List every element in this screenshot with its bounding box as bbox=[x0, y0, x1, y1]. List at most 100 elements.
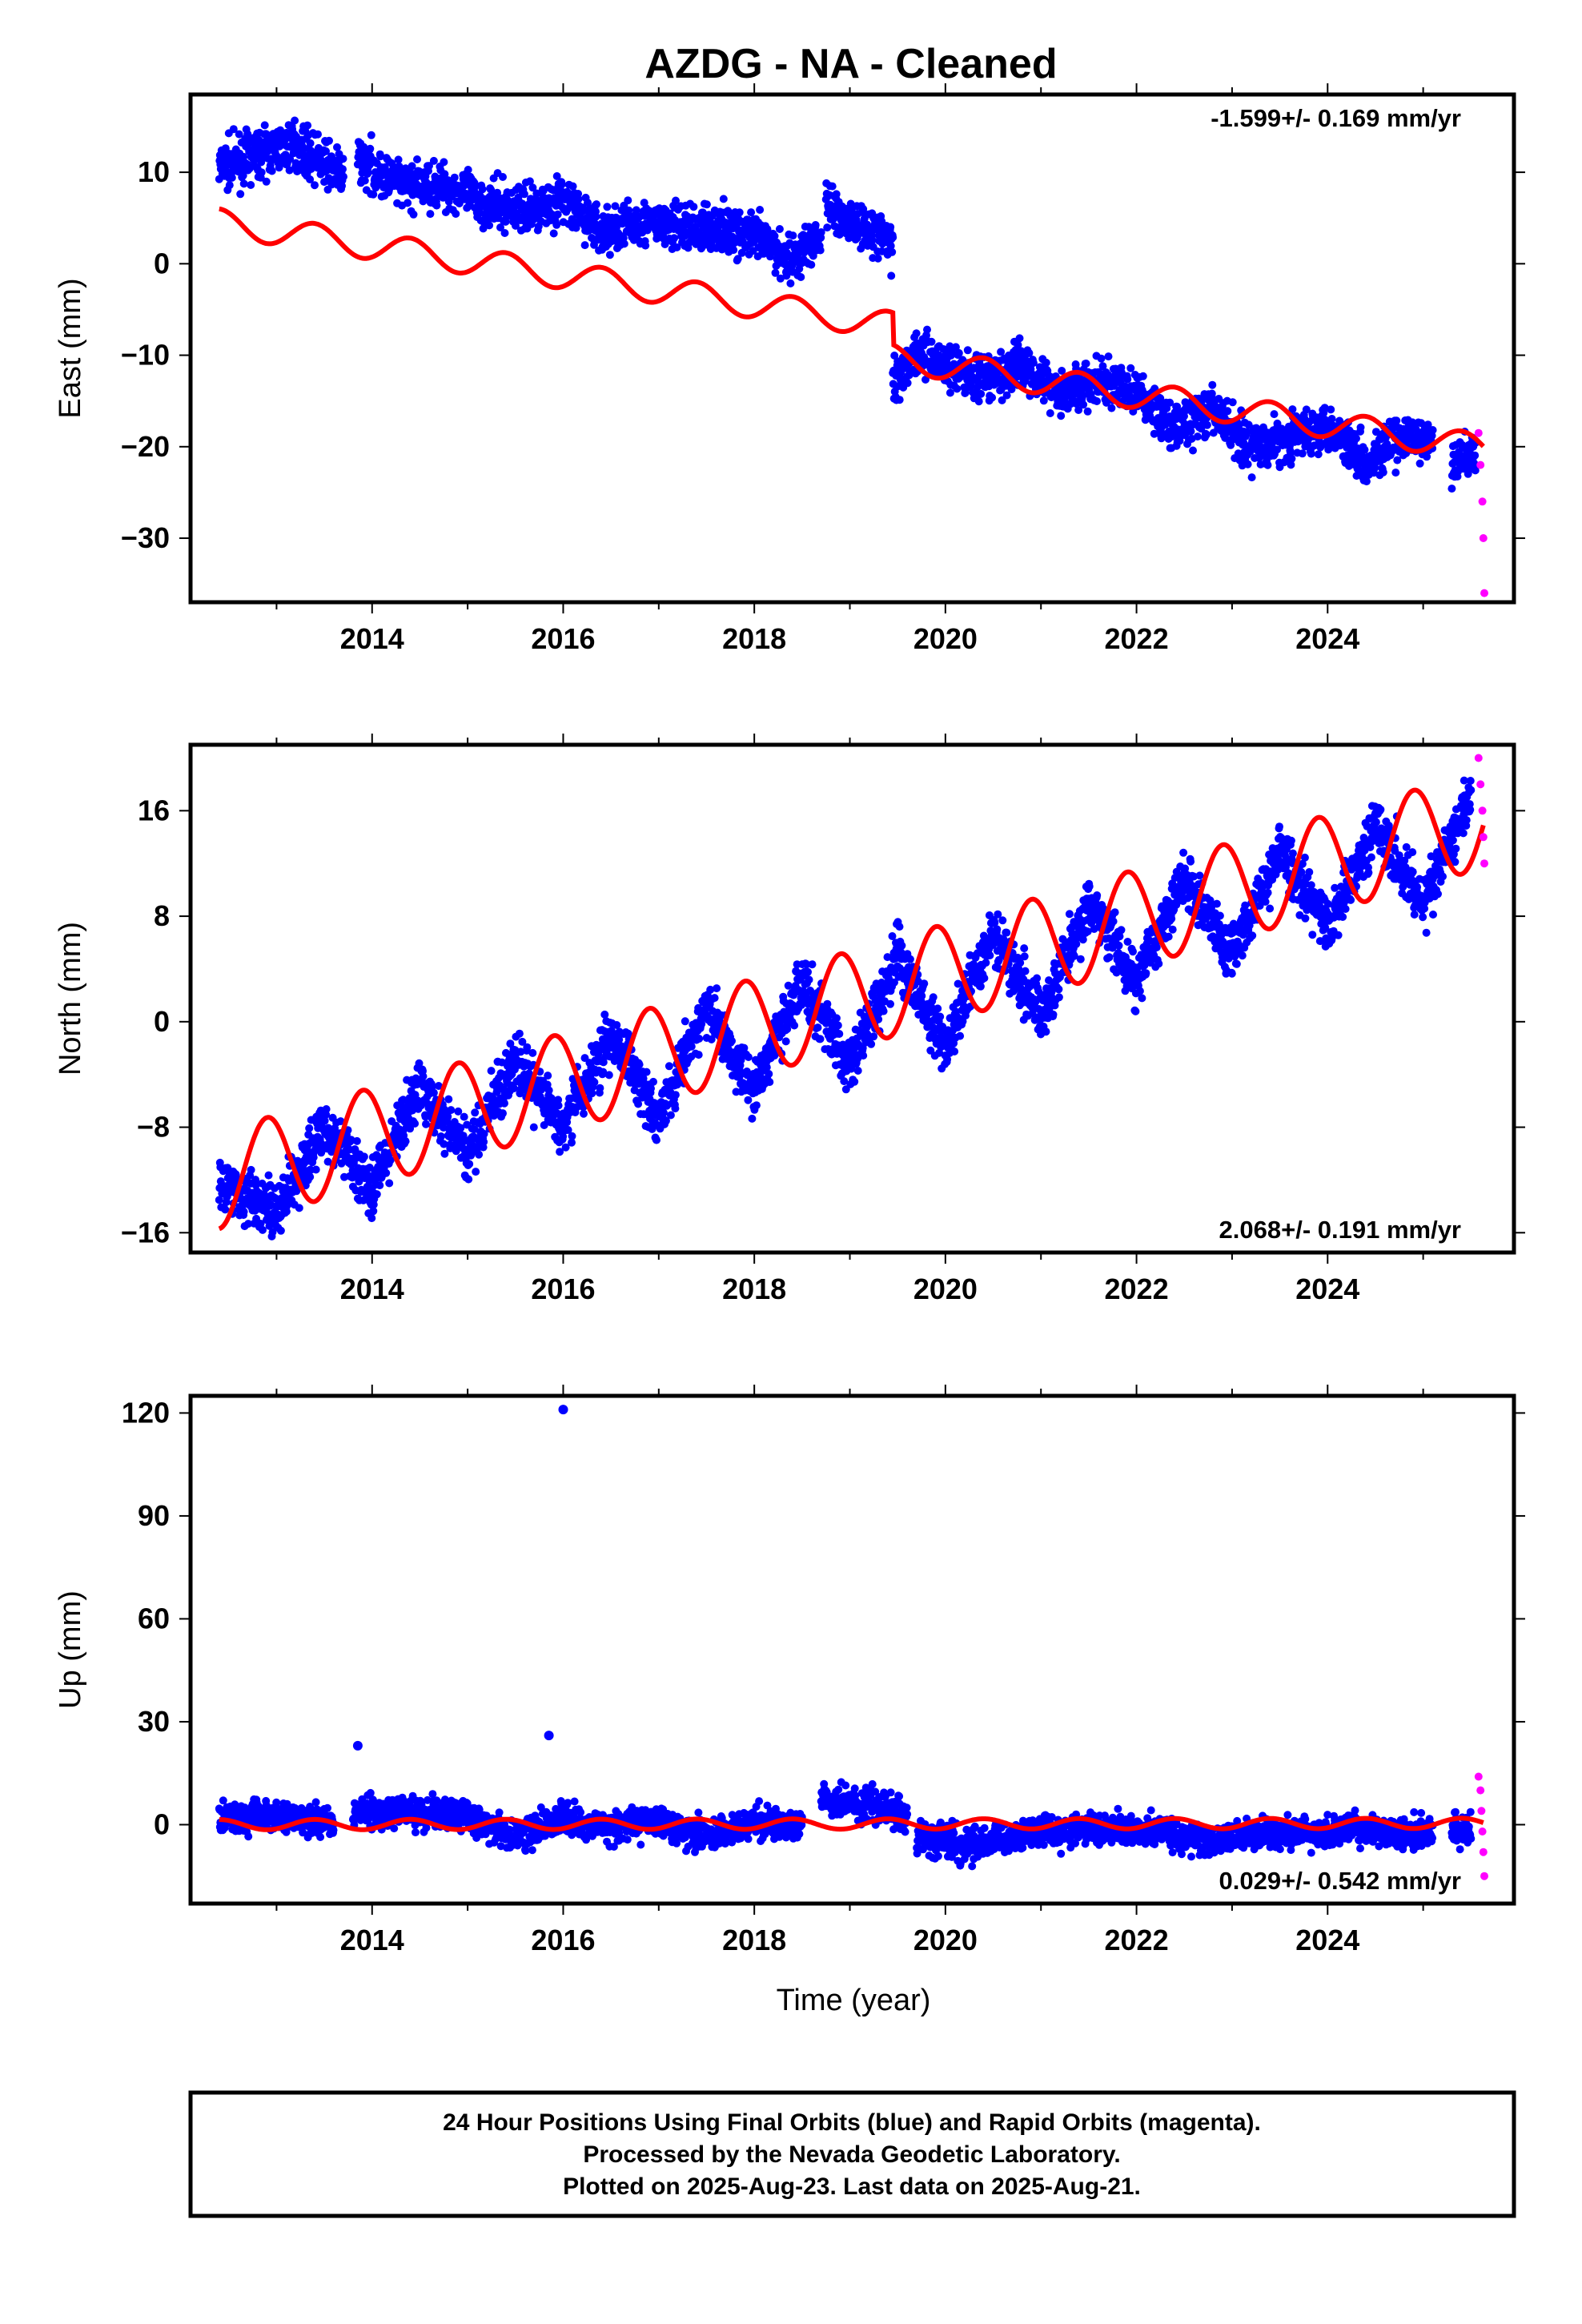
east-rapid-point bbox=[1476, 460, 1485, 469]
north-final-point bbox=[833, 1021, 842, 1030]
east-final-point bbox=[311, 181, 319, 190]
north-final-point bbox=[554, 1101, 563, 1110]
north-final-point bbox=[835, 1030, 844, 1038]
east-final-point bbox=[1327, 415, 1336, 423]
east-final-point bbox=[998, 396, 1006, 404]
north-final-point bbox=[564, 1126, 572, 1134]
east-final-point bbox=[832, 190, 841, 199]
north-final-point bbox=[421, 1112, 430, 1121]
east-final-point bbox=[1189, 446, 1197, 455]
north-final-point bbox=[920, 979, 929, 988]
east-final-point bbox=[525, 177, 534, 186]
north-final-point bbox=[464, 1175, 473, 1184]
east-final-point bbox=[1244, 420, 1253, 429]
north-final-point bbox=[612, 1021, 621, 1029]
north-final-point bbox=[867, 1039, 876, 1048]
east-final-point bbox=[429, 156, 438, 165]
north-final-point bbox=[264, 1171, 273, 1180]
east-final-point bbox=[235, 130, 243, 139]
east-final-point bbox=[1208, 380, 1217, 389]
east-final-point bbox=[1123, 375, 1132, 384]
east-final-point bbox=[1097, 354, 1106, 363]
north-final-point bbox=[832, 1014, 841, 1023]
east-final-point bbox=[1379, 468, 1387, 476]
north-final-point bbox=[523, 1043, 532, 1051]
east-final-point bbox=[771, 268, 780, 277]
north-final-point bbox=[671, 1104, 680, 1113]
east-final-point bbox=[528, 183, 537, 192]
east-final-point bbox=[267, 167, 276, 175]
east-final-point bbox=[1039, 396, 1048, 405]
east-final-point bbox=[1324, 445, 1333, 454]
north-final-point bbox=[850, 1077, 859, 1086]
east-x-tick-label: 2014 bbox=[340, 622, 404, 655]
east-final-point bbox=[1360, 445, 1369, 454]
north-final-point bbox=[282, 1207, 291, 1216]
north-final-point bbox=[588, 1089, 596, 1098]
north-final-point bbox=[600, 1010, 609, 1019]
east-final-point bbox=[835, 231, 844, 239]
east-final-point bbox=[1270, 410, 1279, 419]
north-final-point bbox=[905, 955, 914, 963]
north-final-point bbox=[635, 1060, 644, 1069]
east-final-point bbox=[1310, 441, 1319, 450]
north-final-point bbox=[956, 1031, 965, 1040]
east-final-point bbox=[239, 152, 248, 161]
east-final-point bbox=[806, 228, 815, 237]
east-final-point bbox=[1002, 391, 1011, 400]
north-final-point bbox=[666, 1111, 675, 1120]
north-final-point bbox=[480, 1137, 488, 1146]
north-final-point bbox=[268, 1228, 277, 1236]
north-final-point bbox=[359, 1152, 368, 1161]
north-final-point bbox=[320, 1116, 329, 1125]
east-final-point bbox=[1221, 433, 1230, 442]
north-final-point bbox=[740, 1043, 749, 1052]
north-final-point bbox=[528, 1048, 537, 1057]
north-final-point bbox=[879, 1007, 888, 1015]
east-final-point bbox=[338, 182, 346, 191]
east-final-point bbox=[1392, 416, 1401, 425]
north-final-point bbox=[765, 1070, 773, 1078]
east-final-point bbox=[471, 182, 480, 191]
east-final-point bbox=[756, 206, 765, 214]
east-final-point bbox=[1173, 402, 1182, 411]
east-final-point bbox=[322, 147, 330, 155]
east-final-point bbox=[1415, 459, 1424, 468]
north-final-point bbox=[853, 1067, 862, 1075]
east-final-point bbox=[988, 393, 997, 402]
east-final-point bbox=[641, 241, 650, 250]
east-model-curve bbox=[219, 206, 1485, 454]
north-final-point bbox=[590, 1078, 599, 1087]
north-final-point bbox=[647, 1084, 655, 1093]
north-final-point bbox=[500, 1099, 508, 1108]
north-final-point bbox=[665, 1062, 673, 1071]
north-final-point bbox=[518, 1037, 527, 1046]
east-final-point bbox=[1288, 405, 1297, 414]
north-final-point bbox=[434, 1082, 443, 1090]
north-final-point bbox=[671, 1091, 680, 1100]
east-final-point bbox=[1335, 416, 1344, 425]
north-final-point bbox=[444, 1112, 452, 1121]
east-final-point bbox=[366, 144, 375, 153]
north-final-point bbox=[687, 1042, 696, 1051]
east-final-point bbox=[921, 376, 930, 384]
east-final-point bbox=[672, 196, 680, 205]
east-final-point bbox=[339, 165, 347, 174]
north-final-point bbox=[913, 977, 922, 986]
north-final-point bbox=[322, 1105, 331, 1113]
north-final-point bbox=[695, 1035, 704, 1043]
east-final-point bbox=[1046, 409, 1054, 417]
north-final-point bbox=[411, 1120, 420, 1128]
north-final-point bbox=[706, 985, 715, 994]
east-final-point bbox=[1298, 449, 1307, 458]
north-final-point bbox=[681, 1017, 689, 1026]
east-final-point bbox=[702, 200, 711, 209]
east-final-point bbox=[450, 173, 459, 182]
north-final-point bbox=[649, 1077, 657, 1086]
north-final-point bbox=[890, 978, 898, 987]
north-final-point bbox=[480, 1129, 488, 1138]
east-final-point bbox=[1391, 468, 1400, 477]
north-final-point bbox=[256, 1220, 265, 1228]
north-final-point bbox=[934, 1004, 942, 1013]
